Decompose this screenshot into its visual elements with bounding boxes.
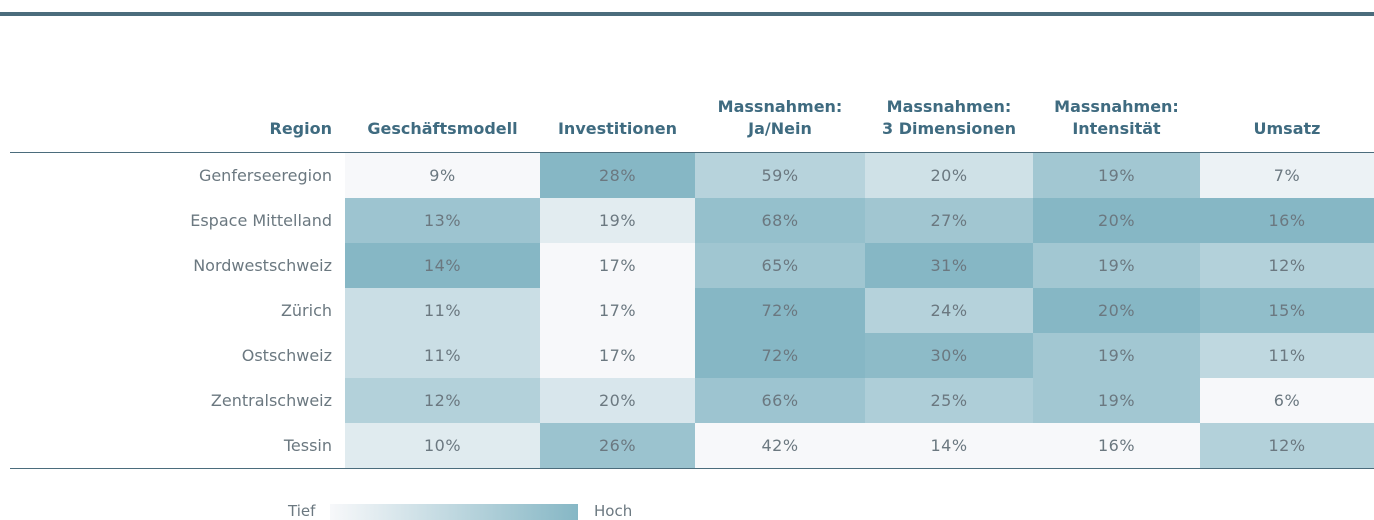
heat-cell: 72% [695,288,865,333]
heat-cell: 7% [1200,153,1374,198]
heat-cell: 14% [865,423,1033,468]
row-label: Ostschweiz [241,346,332,365]
heat-cell: 16% [1200,198,1374,243]
legend-high: Hoch [594,502,633,520]
heat-cell: 19% [1033,153,1200,198]
heat-cell: 15% [1200,288,1374,333]
heat-cell: 6% [1200,378,1374,423]
heat-cell: 9% [345,153,540,198]
legend-low: Tief [288,502,316,520]
heat-cell: 66% [695,378,865,423]
heat-cell: 42% [695,423,865,468]
column-header: Massnahmen: 3 Dimensionen [881,97,1016,138]
heat-cell: 12% [1200,243,1374,288]
column-header: Geschäftsmodell [367,119,518,138]
row-label: Espace Mittelland [190,211,332,230]
heat-cell: 20% [1033,198,1200,243]
heat-cell: 31% [865,243,1033,288]
heat-cell: 68% [695,198,865,243]
heat-cell: 72% [695,333,865,378]
legend-gradient [330,504,578,520]
heat-cell: 20% [540,378,695,423]
heat-cell: 11% [345,288,540,333]
heat-cell: 26% [540,423,695,468]
column-header: Region [269,119,333,138]
heat-cell: 11% [345,333,540,378]
row-label: Genferseeregion [198,166,332,185]
heat-cell: 17% [540,243,695,288]
heat-cell: 28% [540,153,695,198]
heat-cell: 24% [865,288,1033,333]
heat-cell: 19% [1033,333,1200,378]
heat-cell: 19% [1033,243,1200,288]
column-header: Massnahmen: Ja/Nein [717,97,843,138]
column-header: Investitionen [557,119,678,138]
heat-cell: 12% [345,378,540,423]
heat-cell: 14% [345,243,540,288]
header-rule [10,152,1374,153]
bottom-rule [10,468,1374,469]
row-label: Tessin [283,436,332,455]
heat-cell: 59% [695,153,865,198]
heat-cell: 17% [540,288,695,333]
heat-cell: 19% [1033,378,1200,423]
heat-cell: 27% [865,198,1033,243]
row-label: Zürich [280,301,332,320]
top-bar [0,12,1374,16]
heat-cell: 20% [1033,288,1200,333]
column-header: Massnahmen: Intensität [1054,97,1179,138]
heat-cell: 30% [865,333,1033,378]
row-label: Nordwestschweiz [193,256,332,275]
heat-cell: 12% [1200,423,1374,468]
row-label: Zentralschweiz [210,391,332,410]
heat-cell: 20% [865,153,1033,198]
heat-cell: 11% [1200,333,1374,378]
heat-cell: 17% [540,333,695,378]
heat-cell: 19% [540,198,695,243]
heat-cell: 16% [1033,423,1200,468]
heat-cell: 65% [695,243,865,288]
heat-cell: 10% [345,423,540,468]
heat-cell: 13% [345,198,540,243]
heat-cell: 25% [865,378,1033,423]
column-header: Umsatz [1253,119,1321,138]
